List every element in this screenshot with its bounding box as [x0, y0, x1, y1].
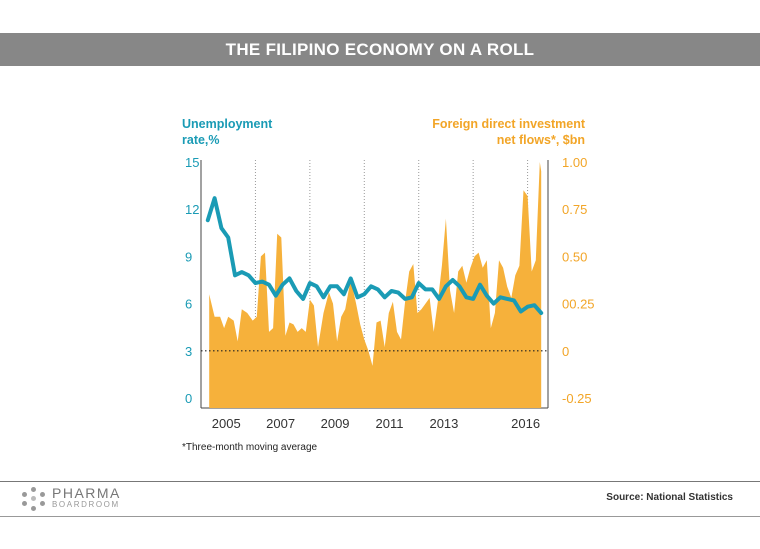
source-note: Source: National Statistics: [606, 492, 733, 503]
x-tick-label: 2009: [321, 416, 350, 431]
footer-divider: [0, 481, 760, 482]
right-axis-label: Foreign direct investment net flows*, $b…: [432, 116, 585, 148]
right-tick-label: 00.25: [562, 297, 595, 312]
right-axis-label-line1: Foreign direct investment: [432, 117, 585, 131]
right-tick-label: 0.50: [562, 249, 587, 264]
footer-bottom-rule: [0, 516, 760, 517]
brand-name: PHARMA: [52, 485, 121, 501]
right-tick-label: 0: [562, 344, 569, 359]
left-tick-label: 12: [185, 202, 199, 217]
unemployment-line-series: [205, 196, 544, 315]
brand-subname: BOARDROOM: [52, 500, 120, 509]
right-axis-label-line2: net flows*, $bn: [496, 133, 585, 147]
left-axis-label: Unemployment rate,%: [182, 116, 272, 148]
left-tick-label: 3: [185, 344, 192, 359]
fdi-area-series: [209, 162, 542, 408]
x-tick-label: 2005: [212, 416, 241, 431]
chart-title-bar: THE FILIPINO ECONOMY ON A ROLL: [0, 33, 760, 66]
chart-title: THE FILIPINO ECONOMY ON A ROLL: [225, 39, 535, 59]
left-tick-label: 15: [185, 155, 199, 170]
x-tick-label: 2011: [376, 416, 404, 431]
right-tick-label: 1.00: [562, 155, 587, 170]
x-tick-label: 2013: [429, 416, 458, 431]
x-tick-label: 2016: [511, 416, 540, 431]
left-tick-label: 0: [185, 391, 192, 406]
left-tick-label: 6: [185, 297, 192, 312]
right-tick-label: -0.25: [562, 391, 592, 406]
right-tick-label: 0.75: [562, 202, 587, 217]
left-axis-label-line1: Unemployment: [182, 117, 273, 131]
left-axis-label-line2: rate,%: [182, 133, 220, 147]
left-tick-label: 9: [185, 249, 192, 264]
x-tick-label: 2007: [266, 416, 295, 431]
brand-logo: PHARMA BOARDROOM: [22, 485, 121, 511]
footnote: *Three-month moving average: [182, 442, 318, 453]
brand-logo-icon: [22, 487, 46, 511]
